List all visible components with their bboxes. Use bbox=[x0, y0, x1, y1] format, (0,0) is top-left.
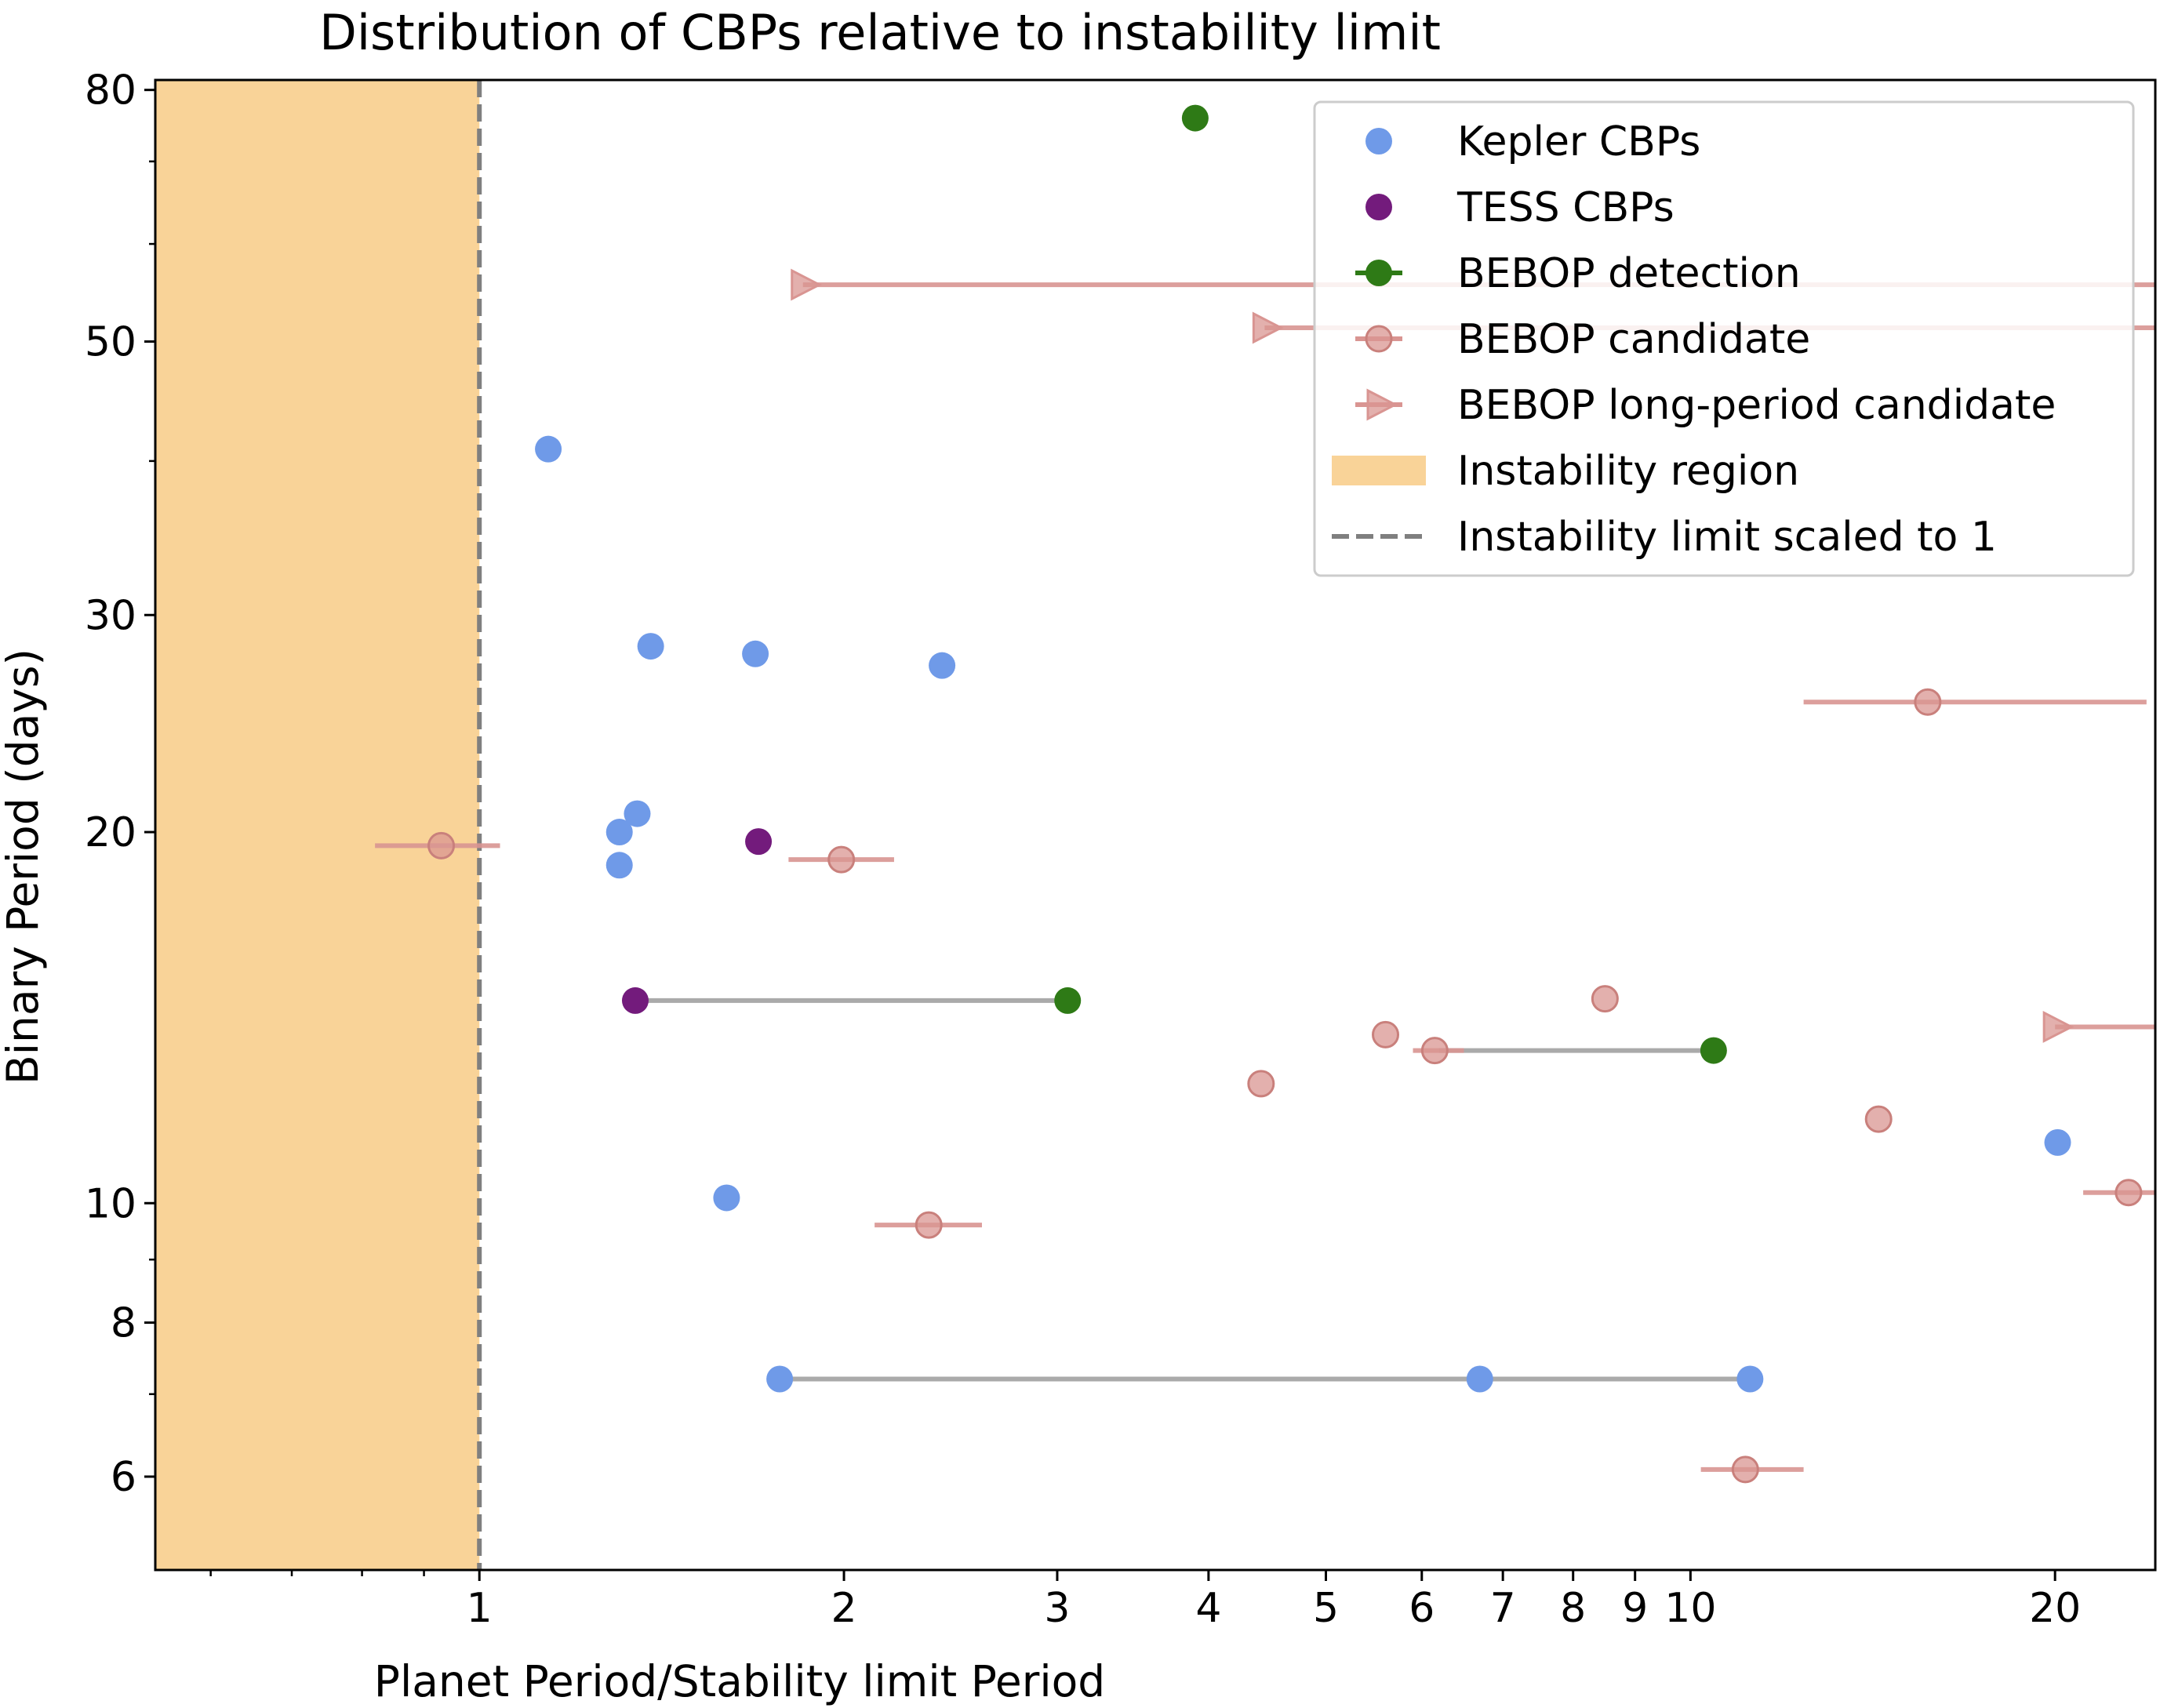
x-axis-label: Planet Period/Stability limit Period bbox=[374, 1656, 1105, 1706]
point-tess-cbps bbox=[745, 828, 773, 856]
point-bebop-candidate bbox=[1591, 985, 1619, 1013]
point-bebop-candidate bbox=[2115, 1179, 2143, 1207]
series-kepler-cbps bbox=[535, 435, 2071, 1393]
x-tick-label: 6 bbox=[1409, 1585, 1435, 1632]
point-kepler-cbps bbox=[2044, 1128, 2071, 1156]
legend-marker-tess bbox=[1365, 194, 1392, 220]
legend-marker-candidate bbox=[1365, 325, 1393, 353]
y-tick-label: 8 bbox=[111, 1300, 136, 1347]
legend-label: Instability region bbox=[1457, 448, 1799, 495]
data-layer bbox=[155, 80, 2155, 1570]
x-tick-label: 20 bbox=[2029, 1585, 2081, 1632]
y-tick-label: 20 bbox=[85, 809, 136, 856]
point-bebop-candidate bbox=[915, 1211, 943, 1239]
legend-swatch-region bbox=[1332, 456, 1426, 485]
point-bebop-candidate bbox=[1372, 1020, 1400, 1048]
legend-box bbox=[1313, 100, 2135, 577]
point-bebop-candidate bbox=[827, 845, 856, 874]
y-tick-label: 30 bbox=[85, 592, 136, 639]
x-tick-label: 3 bbox=[1044, 1585, 1070, 1632]
point-bebop-long-period-candidate bbox=[791, 268, 823, 301]
point-tess-cbps bbox=[621, 987, 649, 1014]
x-tick-label: 10 bbox=[1664, 1585, 1716, 1632]
point-bebop-candidate bbox=[1914, 688, 1942, 716]
legend-entry: BEBOP long-period candidate bbox=[1355, 382, 2056, 429]
axes-frame bbox=[154, 78, 2157, 1572]
legend-label: Instability limit scaled to 1 bbox=[1457, 514, 1997, 561]
point-kepler-cbps bbox=[1736, 1365, 1764, 1393]
x-tick-label: 9 bbox=[1622, 1585, 1648, 1632]
point-bebop-candidate bbox=[427, 831, 456, 859]
x-tick-label: 5 bbox=[1313, 1585, 1339, 1632]
point-bebop-detection bbox=[1181, 104, 1209, 132]
x-tick-label: 8 bbox=[1560, 1585, 1586, 1632]
point-kepler-cbps bbox=[766, 1365, 794, 1393]
point-kepler-cbps bbox=[742, 640, 769, 667]
point-bebop-candidate bbox=[1731, 1455, 1759, 1484]
legend-entry: Instability limit scaled to 1 bbox=[1332, 514, 1997, 561]
x-tick-label: 2 bbox=[831, 1585, 856, 1632]
legend-entry: TESS CBPs bbox=[1365, 184, 1675, 231]
x-tick-label: 1 bbox=[467, 1585, 493, 1632]
point-bebop-long-period-candidate bbox=[1252, 311, 1284, 344]
point-kepler-cbps bbox=[535, 435, 562, 463]
point-bebop-detection bbox=[1054, 987, 1082, 1014]
point-kepler-cbps bbox=[713, 1184, 740, 1212]
y-tick-label: 6 bbox=[111, 1454, 136, 1501]
y-tick-label: 10 bbox=[85, 1180, 136, 1227]
legend-entry: BEBOP candidate bbox=[1355, 316, 1810, 363]
legend-label: TESS CBPs bbox=[1456, 184, 1675, 231]
point-bebop-detection bbox=[1700, 1037, 1727, 1064]
legend-entry: BEBOP detection bbox=[1355, 250, 1801, 297]
legend-label: Kepler CBPs bbox=[1457, 118, 1700, 165]
point-kepler-cbps bbox=[637, 633, 664, 660]
point-kepler-cbps bbox=[1466, 1365, 1493, 1393]
legend-entry: Instability region bbox=[1332, 448, 1799, 495]
legend-entry: Kepler CBPs bbox=[1365, 118, 1700, 165]
point-bebop-candidate bbox=[1247, 1070, 1275, 1098]
legend-label: BEBOP long-period candidate bbox=[1457, 382, 2056, 429]
x-tick-label: 7 bbox=[1490, 1585, 1516, 1632]
legend: Kepler CBPs TESS CBPs BEBOP detection BEBOP… bbox=[1313, 100, 2135, 577]
series-tess-cbps bbox=[621, 828, 773, 1014]
point-kepler-cbps bbox=[624, 800, 651, 827]
y-tick-label: 50 bbox=[85, 319, 136, 366]
point-kepler-cbps bbox=[605, 819, 633, 846]
point-kepler-cbps bbox=[929, 652, 956, 679]
legend-marker-kepler bbox=[1365, 128, 1392, 154]
chart-title: Distribution of CBPs relative to instabi… bbox=[319, 4, 1441, 61]
legend-marker-detection bbox=[1365, 260, 1392, 286]
instability-region bbox=[155, 80, 480, 1570]
x-tick-label: 4 bbox=[1195, 1585, 1221, 1632]
legend-label: BEBOP candidate bbox=[1457, 316, 1810, 363]
series-bebop-candidate bbox=[375, 688, 2155, 1484]
y-axis-label: Binary Period (days) bbox=[0, 649, 48, 1085]
point-bebop-candidate bbox=[1420, 1037, 1449, 1065]
point-bebop-long-period-candidate bbox=[2042, 1010, 2075, 1043]
y-tick-label: 80 bbox=[85, 67, 136, 114]
point-kepler-cbps bbox=[605, 852, 633, 879]
point-bebop-candidate bbox=[1864, 1105, 1893, 1133]
legend-marker-longperiod bbox=[1366, 388, 1398, 421]
series-bebop-detection bbox=[1054, 104, 1727, 1064]
legend-label: BEBOP detection bbox=[1457, 250, 1801, 297]
